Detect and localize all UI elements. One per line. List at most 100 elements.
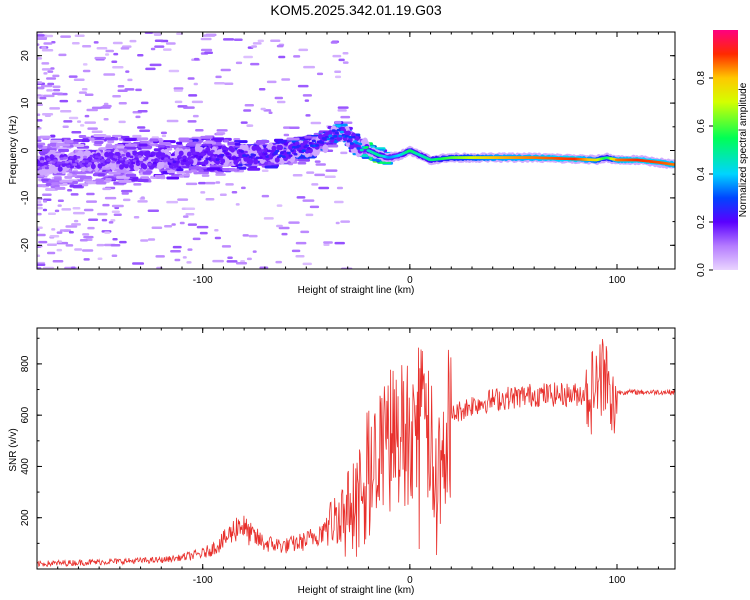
heatmap-cell xyxy=(147,163,152,166)
heatmap-cell xyxy=(310,144,315,147)
heatmap-cell xyxy=(142,171,152,175)
heatmap-cell xyxy=(58,148,70,152)
heatmap-cell xyxy=(53,159,58,162)
heatmap-cell xyxy=(185,207,196,210)
heatmap-cell xyxy=(125,173,137,177)
heatmap-cell xyxy=(192,237,201,241)
heatmap-cell xyxy=(111,254,118,258)
heatmap-cell xyxy=(114,206,120,210)
heatmap-cell xyxy=(139,140,151,144)
heatmap-cell xyxy=(293,152,298,156)
heatmap-cell xyxy=(83,155,88,159)
heatmap-cell xyxy=(65,225,78,228)
y-tick-label: 10 xyxy=(20,97,31,109)
heatmap-cell xyxy=(170,249,181,253)
heatmap-cell xyxy=(174,258,181,262)
heatmap-cell xyxy=(258,88,266,91)
heatmap-cell xyxy=(283,126,292,129)
heatmap-cell xyxy=(54,177,62,181)
heatmap-cell xyxy=(195,129,204,132)
heatmap-cell xyxy=(84,159,89,163)
heatmap-cell xyxy=(88,162,93,165)
heatmap-cell xyxy=(336,186,343,190)
heatmap-cell xyxy=(56,248,63,252)
heatmap-cell xyxy=(103,73,116,76)
heatmap-cell xyxy=(162,159,167,163)
heatmap-cell xyxy=(203,159,209,165)
heatmap-cell xyxy=(172,160,177,164)
heatmap-cell xyxy=(78,162,83,165)
heatmap-cell xyxy=(186,151,192,157)
heatmap-cell xyxy=(41,49,54,52)
heatmap-cell xyxy=(252,42,262,45)
heatmap-cell xyxy=(140,176,150,180)
heatmap-cell xyxy=(183,106,195,109)
heatmap-cell xyxy=(324,175,336,179)
heatmap-cell xyxy=(266,80,277,84)
heatmap-cell xyxy=(296,144,301,148)
heatmap-cell xyxy=(203,34,216,37)
heatmap-cell xyxy=(198,181,206,185)
heatmap-cell xyxy=(69,184,83,188)
heatmap-cell xyxy=(336,128,341,132)
heatmap-cell xyxy=(311,139,316,143)
heatmap-cell xyxy=(338,58,345,62)
heatmap-cell xyxy=(37,113,41,117)
heatmap-cell xyxy=(293,55,301,58)
colorbar-tick-label: 0.4 xyxy=(696,167,707,181)
heatmap-cell xyxy=(174,100,183,104)
x-tick-label: 0 xyxy=(407,275,413,286)
heatmap-cell xyxy=(94,141,104,145)
heatmap-cell xyxy=(276,204,283,207)
heatmap-cell xyxy=(44,166,49,170)
heatmap-cell xyxy=(210,149,215,153)
spectrogram-xlabel: Height of straight line (km) xyxy=(298,285,415,296)
heatmap-cell xyxy=(93,133,107,137)
heatmap-cell xyxy=(73,143,85,147)
heatmap-cell xyxy=(64,175,73,179)
heatmap-cell xyxy=(79,238,88,242)
heatmap-cell xyxy=(182,256,187,259)
heatmap-cell xyxy=(154,45,165,48)
heatmap-cell xyxy=(39,152,46,156)
heatmap-cell xyxy=(94,56,106,60)
heatmap-cell xyxy=(261,194,270,198)
heatmap-cell xyxy=(37,266,42,269)
heatmap-cell xyxy=(189,159,194,162)
heatmap-cell xyxy=(37,206,43,210)
heatmap-cell xyxy=(112,95,121,98)
heatmap-cell xyxy=(112,41,123,45)
heatmap-cell xyxy=(76,120,82,123)
heatmap-cell xyxy=(89,154,94,158)
heatmap-cell xyxy=(277,140,287,144)
heatmap-cell xyxy=(71,42,80,45)
heatmap-cell xyxy=(37,43,40,46)
heatmap-cell xyxy=(223,139,229,143)
heatmap-cell xyxy=(149,154,154,157)
heatmap-cell xyxy=(185,182,198,186)
heatmap-cell xyxy=(46,77,57,80)
heatmap-cell xyxy=(58,161,63,165)
heatmap-cell xyxy=(37,212,42,216)
heatmap-cell xyxy=(107,140,115,144)
heatmap-cell xyxy=(40,84,53,88)
heatmap-cell xyxy=(327,129,333,136)
heatmap-cell xyxy=(46,243,57,247)
heatmap-cell xyxy=(73,78,85,82)
heatmap-cell xyxy=(340,115,351,119)
heatmap-cell xyxy=(41,62,50,65)
heatmap-cell xyxy=(82,249,94,252)
heatmap-cell xyxy=(281,155,286,159)
heatmap-cell xyxy=(37,119,43,122)
heatmap-cell xyxy=(225,152,230,156)
heatmap-cell xyxy=(230,147,236,153)
y-tick-label: 600 xyxy=(20,406,31,423)
heatmap-cell xyxy=(216,129,228,132)
heatmap-cell xyxy=(315,163,326,166)
heatmap-cell xyxy=(43,72,48,75)
heatmap-cell xyxy=(159,141,171,145)
heatmap-cell xyxy=(263,217,274,220)
heatmap-cell xyxy=(300,230,310,234)
heatmap-cell xyxy=(66,165,71,168)
heatmap-cell xyxy=(255,156,260,160)
